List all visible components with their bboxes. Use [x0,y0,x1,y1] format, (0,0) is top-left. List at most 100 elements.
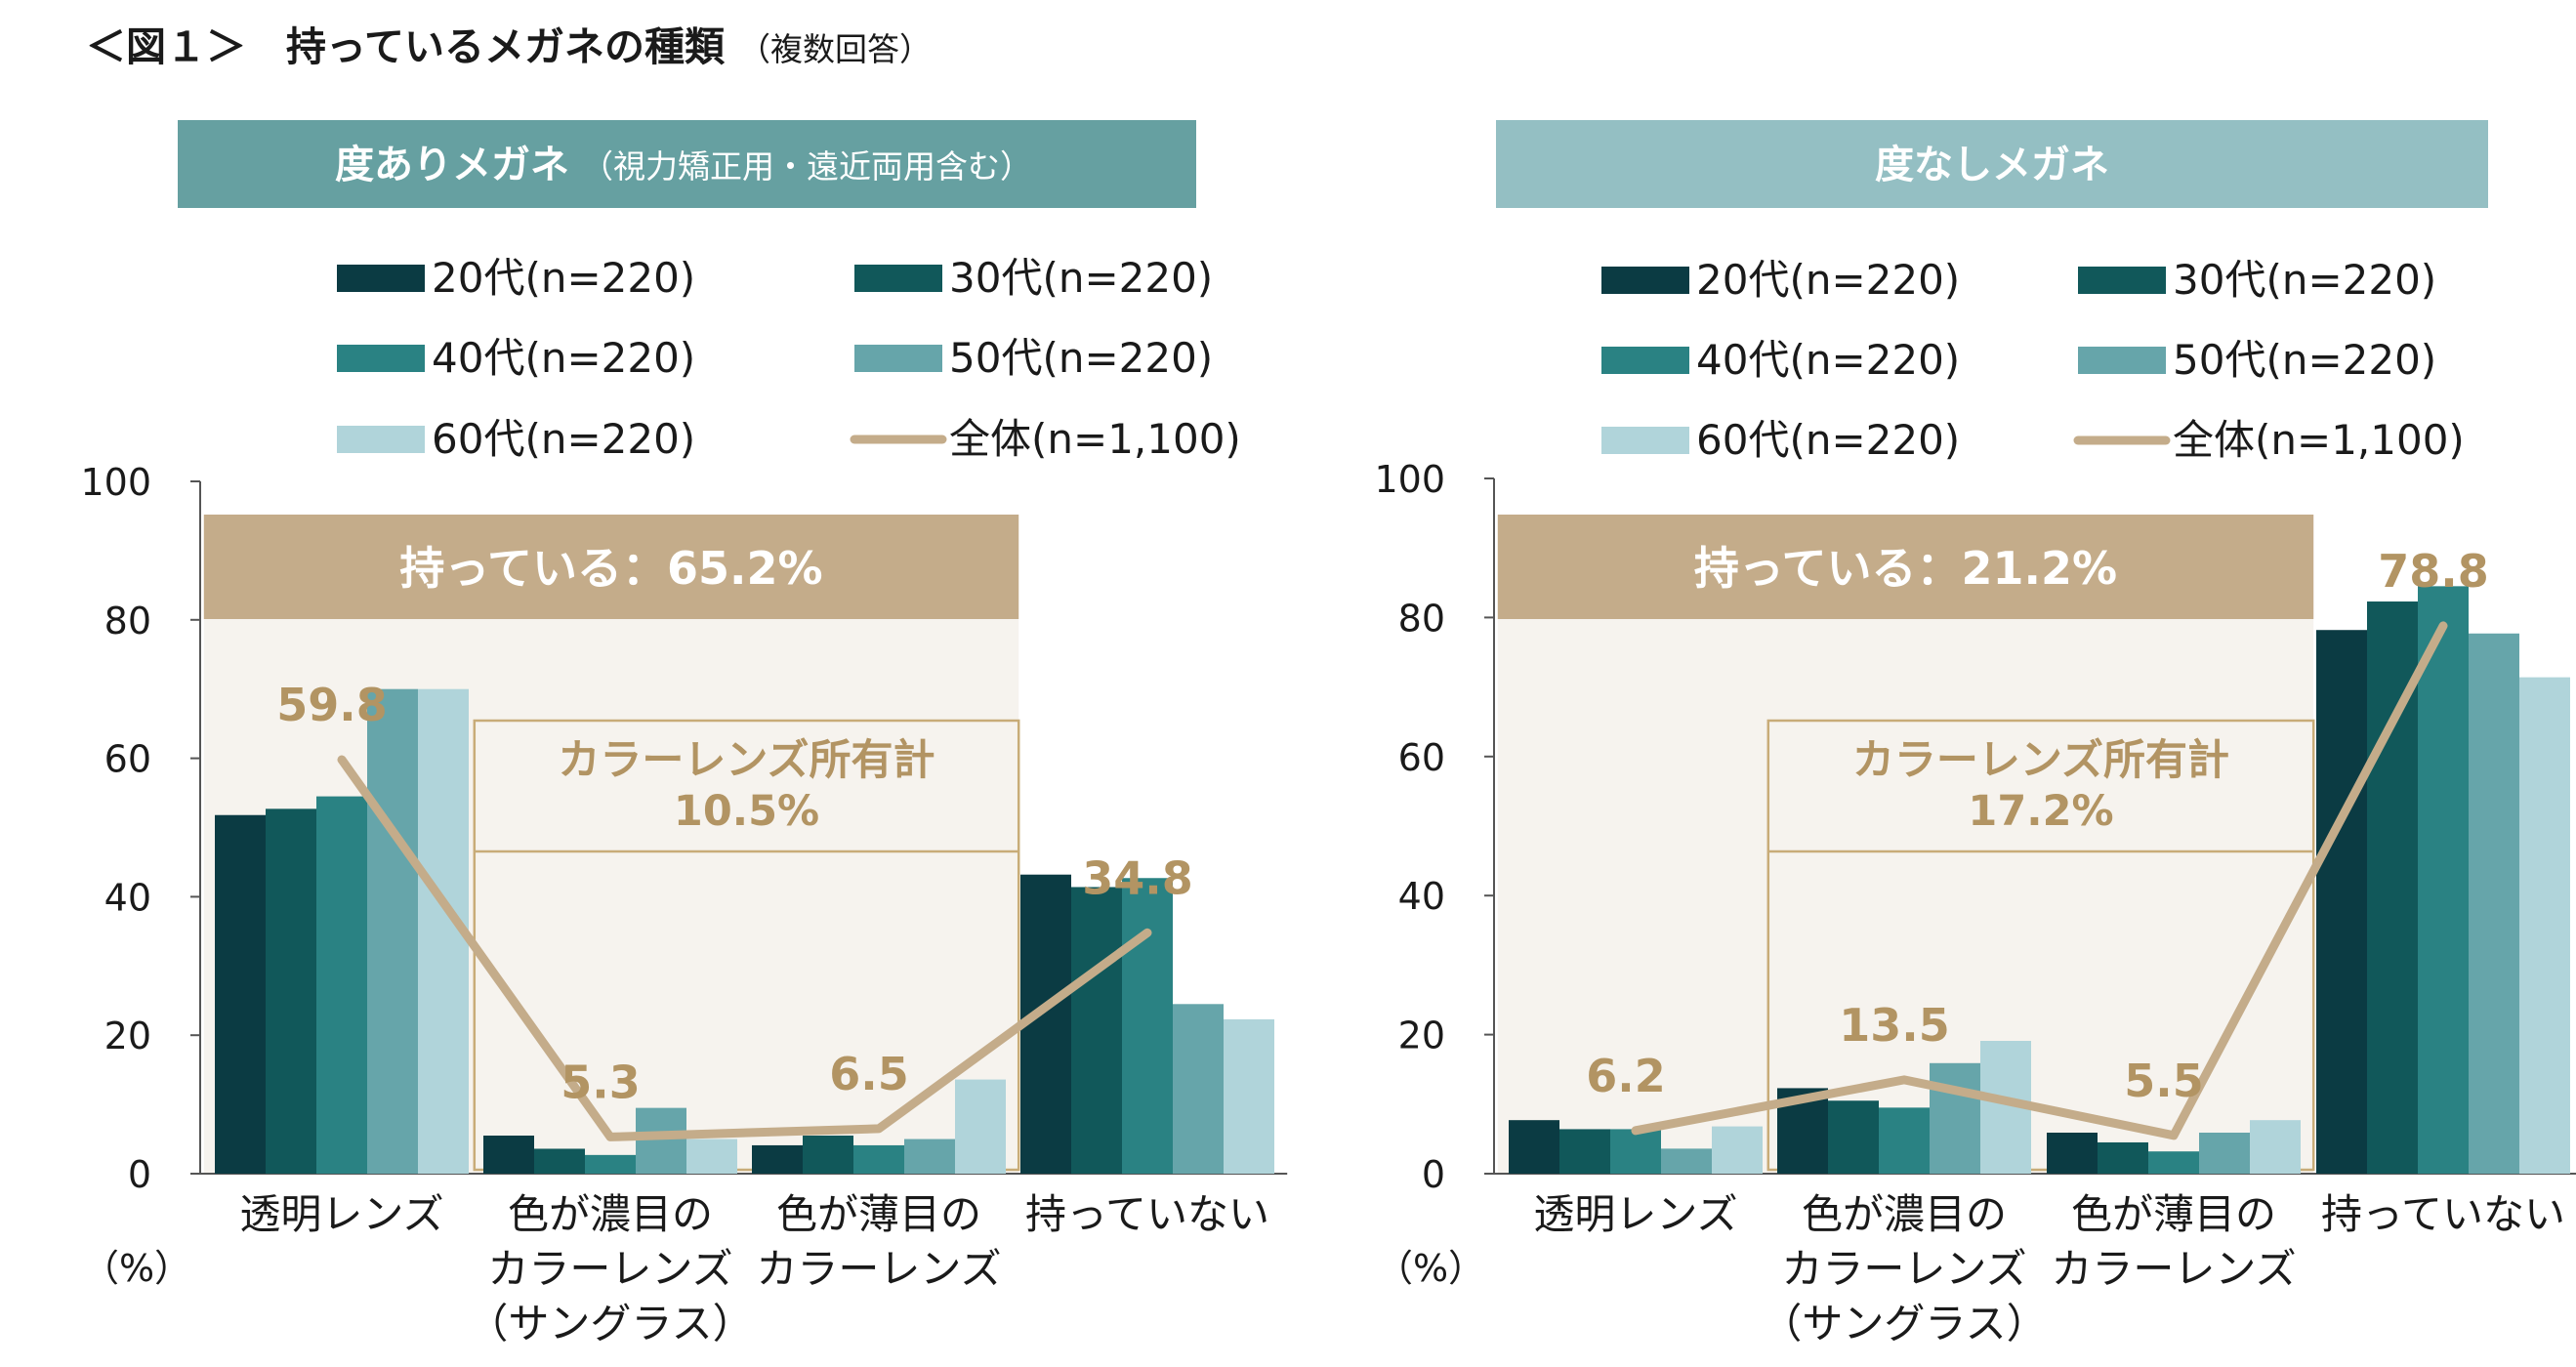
bar [1224,1018,1274,1174]
total-data-label: 34.8 [1082,851,1193,904]
owned-label: 持っている：21.2% [1694,542,2117,595]
bar [1509,1120,1559,1174]
legend-label: 60代(n=220) [432,415,695,463]
total-data-label: 6.2 [1586,1050,1666,1102]
x-tick-label: 持っていない [2321,1190,2565,1238]
total-point [878,1127,880,1130]
legend-label: 20代(n=220) [1696,256,1960,304]
total-point [2173,1134,2175,1137]
color-lens-label: カラーレンズ所有計 [558,736,935,785]
chart-panel-2: 度なしメガネ 20代(n=220) 30代(n=220) 40代(n=220) 50代(… [1374,120,2576,1347]
bar [752,1144,803,1174]
y-tick-label: 20 [1398,1015,1445,1057]
total-data-label: 5.3 [561,1056,641,1108]
bar [1122,878,1173,1174]
legend-total-label: 全体(n=1,100) [949,415,1241,463]
legend-swatch [854,345,942,372]
legend-swatch [337,265,425,292]
y-tick-label: 100 [80,461,151,504]
legend-swatch [337,345,425,372]
chart-panel-1: 度ありメガネ （視力矯正用・遠近両用含む） 20代(n=220) 30代(n=220)… [80,120,1288,1347]
bar [215,814,266,1174]
bar [904,1139,955,1174]
legend-label: 50代(n=220) [2173,336,2436,384]
total-point [1903,1078,1905,1081]
legend-swatch [854,265,942,292]
x-tick-label: 透明レンズ [239,1190,443,1238]
bar [1661,1148,1712,1174]
total-point [341,759,343,762]
bar [534,1148,585,1174]
panel-title-banner [178,120,1196,208]
bar [367,688,418,1174]
total-data-label: 59.8 [276,679,388,731]
x-tick-label: カラーレンズ [2051,1245,2296,1293]
figure-title-main: ＜図１＞ 持っているメガネの種類 [86,23,726,70]
bar [1879,1107,1930,1174]
bar [1173,1004,1224,1174]
total-data-label: 78.8 [2378,545,2489,598]
bar [2469,633,2519,1174]
legend-swatch [2078,267,2166,294]
total-point [1146,932,1148,934]
legend-label: 20代(n=220) [432,254,695,302]
x-tick-label: （サングラス） [1761,1300,2047,1347]
x-tick-label: カラーレンズ [487,1245,732,1293]
y-tick-label: 80 [104,600,151,642]
panel-title-main: 度なしメガネ [1875,143,2109,187]
bar [636,1107,686,1174]
panel-title-main: 度ありメガネ [335,143,569,187]
x-tick-label: 透明レンズ [1533,1190,1737,1238]
bar [803,1136,853,1174]
y-tick-label: 20 [104,1015,151,1057]
total-data-label: 13.5 [1839,999,1950,1052]
legend-total-label: 全体(n=1,100) [2173,416,2465,464]
bar [483,1136,534,1174]
bar [853,1144,904,1174]
x-tick-label: 色が濃目の [508,1190,713,1238]
legend-swatch [337,426,425,453]
bar [2148,1151,2199,1174]
bar [316,796,367,1174]
y-tick-label: 60 [104,738,151,781]
color-lens-label: カラーレンズ所有計 [1852,736,2229,785]
y-tick-label: 0 [128,1153,151,1196]
panel-title-note: （視力矯正用・遠近両用含む） [581,147,1032,186]
legend-label: 30代(n=220) [949,254,1213,302]
legend-swatch [1601,347,1689,374]
color-lens-box [1766,719,2315,1172]
x-tick-label: 持っていない [1025,1190,1269,1238]
legend-label: 40代(n=220) [432,334,695,382]
total-point [1635,1129,1637,1132]
bar [585,1154,636,1174]
total-point [2442,624,2444,627]
bar [266,808,316,1174]
bar [1559,1129,1610,1174]
figure-title-note: （複数回答） [738,30,932,68]
legend-label: 30代(n=220) [2173,256,2436,304]
y-tick-label: 40 [1398,875,1445,918]
legend-swatch [2078,347,2166,374]
total-data-label: 5.5 [2124,1055,2204,1107]
x-tick-label: （サングラス） [467,1300,753,1347]
y-tick-label: 40 [104,876,151,919]
bar [2098,1141,2148,1174]
bar [2316,630,2367,1174]
legend-label: 40代(n=220) [1696,336,1960,384]
y-unit-label: （%） [82,1247,191,1290]
x-tick-label: 色が薄目の [2071,1190,2276,1238]
y-tick-label: 80 [1398,597,1445,640]
x-tick-label: 色が薄目の [776,1190,981,1238]
bar [2418,586,2469,1174]
y-unit-label: （%） [1376,1247,1485,1290]
x-tick-label: カラーレンズ [1781,1245,2026,1293]
color-lens-value: 10.5% [674,787,819,836]
owned-region-header [203,515,1019,619]
color-lens-value: 17.2% [1968,787,2113,836]
y-tick-label: 60 [1398,736,1445,779]
bar [686,1139,737,1174]
legend-label: 60代(n=220) [1696,416,1960,464]
owned-region-header [1497,515,2314,619]
panel-title-banner [1496,120,2488,208]
